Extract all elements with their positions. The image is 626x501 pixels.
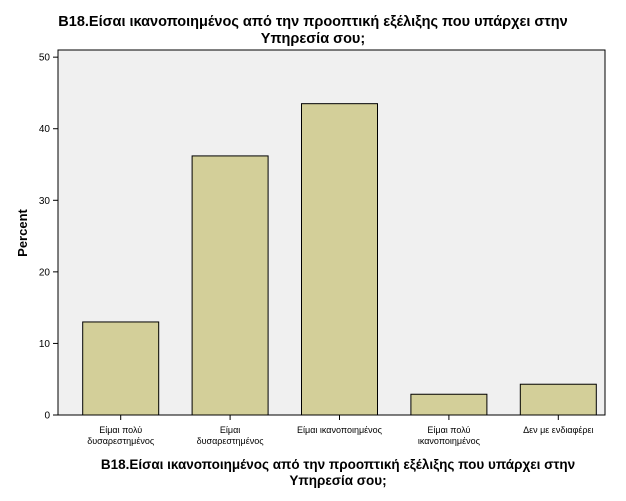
x-category-label-line: ικανοποιημένος (418, 436, 481, 446)
y-axis-title: Percent (15, 208, 30, 256)
x-axis-title-line-1: B18.Είσαι ικανοποιημένος από την προοπτι… (100, 457, 576, 472)
bar (301, 103, 378, 416)
x-category-label: Είμαι πολύ δυσαρεστημένος (87, 425, 155, 446)
bar (82, 321, 160, 416)
y-tick-label: 30 (39, 196, 51, 207)
x-category-label-line: Είμαι (220, 425, 240, 435)
bar (410, 393, 488, 416)
x-category-label: Είμαι πολύ ικανοποιημένος (418, 425, 481, 446)
y-tick-label: 10 (39, 339, 51, 350)
y-tick-label: 40 (39, 124, 51, 135)
x-category-label-line: Δεν με ενδιαφέρει (523, 425, 593, 435)
bars (82, 103, 597, 416)
chart-title-line-2: Υπηρεσία σου; (260, 31, 366, 47)
y-axis-ticks: 0 10 20 30 40 50 (39, 53, 58, 422)
chart-title-line-1: B18.Είσαι ικανοποιημένος από την προοπτι… (58, 14, 568, 30)
y-tick-label: 0 (44, 411, 50, 422)
chart-title: B18.Είσαι ικανοποιημένος από την προοπτι… (0, 14, 626, 48)
y-tick-label: 20 (39, 267, 51, 278)
x-category-label: Είμαι δυσαρεστημένος (197, 425, 265, 446)
x-category-label: Δεν με ενδιαφέρει (523, 425, 593, 435)
x-category-label-line: Είμαι πολύ (99, 425, 142, 435)
x-category-label-line: δυσαρεστημένος (87, 436, 155, 446)
x-category-label-line: δυσαρεστημένος (197, 436, 265, 446)
x-category-label: Είμαι ικανοποιημένος (297, 425, 383, 435)
x-category-label-line: Είμαι πολύ (427, 425, 470, 435)
x-axis-title-line-2: Υπηρεσία σου; (289, 473, 387, 488)
y-tick-label: 50 (39, 53, 51, 64)
bar (191, 155, 269, 416)
x-axis-title: B18.Είσαι ικανοποιημένος από την προοπτι… (0, 457, 626, 489)
x-category-label-line: Είμαι ικανοποιημένος (297, 425, 383, 435)
bar (519, 383, 597, 416)
